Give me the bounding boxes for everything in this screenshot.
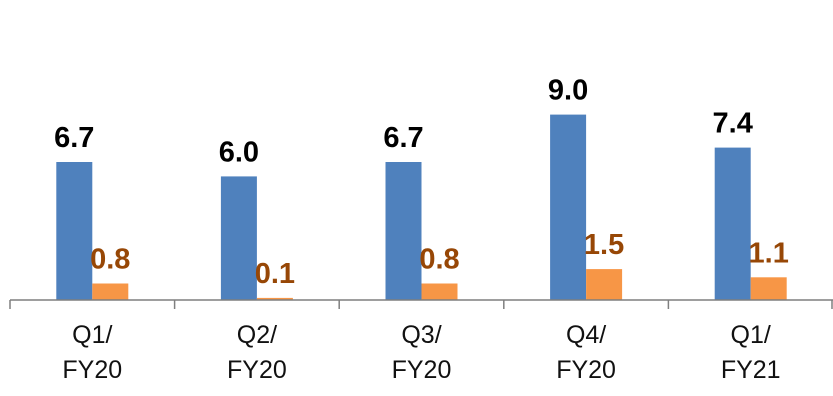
bar-s1-4	[550, 114, 587, 300]
value-label-s2-4: 1.5	[584, 229, 624, 261]
x-tick-label-4-line-2: FY20	[556, 356, 616, 384]
bar-s1-1	[56, 162, 93, 300]
x-tick-label-1-line-2: FY20	[62, 356, 122, 384]
bar-s2-2	[256, 297, 293, 300]
value-label-s2-5: 1.1	[749, 237, 789, 269]
x-tick-label-2-line-2: FY20	[227, 356, 287, 384]
value-label-s1-3: 6.7	[383, 122, 423, 154]
value-label-s2-1: 0.8	[90, 244, 130, 276]
bar-s1-2	[220, 176, 257, 300]
bar-s2-5	[750, 277, 787, 300]
bar-s2-3	[421, 283, 458, 300]
value-labels-layer: 6.7 0.8 6.0 0.1 6.7 0.8 9.0 1.5 7.4 1.1	[54, 75, 789, 290]
bar-s1-3	[385, 162, 422, 300]
x-tick-label-3-line-1: Q3/	[401, 321, 441, 349]
bar-s2-1	[92, 283, 129, 300]
x-tick-label-3-line-2: FY20	[392, 356, 452, 384]
bar-s2-4	[586, 269, 623, 300]
x-tick-labels-layer: Q1/FY20 Q2/FY20 Q3/FY20 Q4/FY20 Q1/FY21	[62, 321, 780, 384]
x-tick-label-5-line-2: FY21	[721, 356, 781, 384]
x-axis	[9, 299, 833, 309]
value-label-s1-4: 9.0	[548, 75, 588, 107]
value-label-s1-5: 7.4	[713, 108, 753, 140]
value-label-s1-1: 6.7	[54, 122, 94, 154]
bar-s1-5	[714, 147, 751, 300]
bars-layer	[56, 114, 787, 300]
x-tick-label-5-line-1: Q1/	[731, 321, 771, 349]
x-tick-label-1-line-1: Q1/	[72, 321, 112, 349]
value-label-s2-3: 0.8	[419, 244, 459, 276]
x-tick-label-2-line-1: Q2/	[237, 321, 277, 349]
x-tick-label-4-line-1: Q4/	[566, 321, 606, 349]
value-label-s1-2: 6.0	[219, 136, 259, 168]
value-label-s2-2: 0.1	[255, 258, 295, 290]
